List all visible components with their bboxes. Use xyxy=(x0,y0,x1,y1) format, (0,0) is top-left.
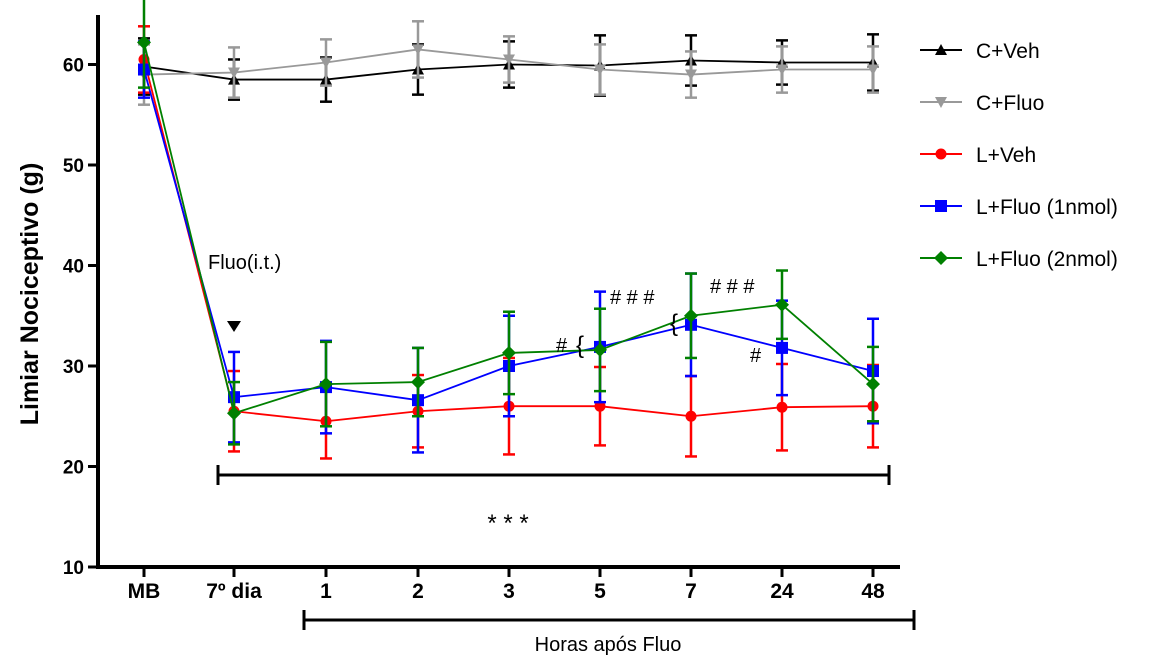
data-point xyxy=(684,308,698,323)
hash-5h-single: # xyxy=(556,335,568,357)
y-axis-label: Limiar Nociceptivo (g) xyxy=(16,163,44,426)
series-l-fluo-2nmol- xyxy=(137,0,880,446)
data-point xyxy=(594,64,606,76)
x-tick-label: 24 xyxy=(770,580,794,603)
x-tick-label: 7 xyxy=(685,580,697,603)
x-axis-label: Horas após Fluo xyxy=(535,634,682,656)
x-tick-label: 1 xyxy=(320,580,332,603)
x-tick-label: 3 xyxy=(503,580,515,603)
data-point xyxy=(320,57,332,69)
data-point xyxy=(685,69,697,81)
data-point xyxy=(502,345,516,360)
x-tick-label: 2 xyxy=(412,580,424,603)
data-point xyxy=(776,64,788,76)
legend-marker xyxy=(935,44,947,55)
x-ticks: MB 7º dia 1 2 3 5 7 24 48 xyxy=(128,567,885,603)
x-tick-label: 48 xyxy=(861,580,885,603)
annotations: Fluo(i.t.) * * * # { # # # # # # { # xyxy=(208,252,916,630)
data-point xyxy=(775,297,789,312)
brace-7h: { xyxy=(670,310,678,337)
data-point xyxy=(867,64,879,76)
x-tick-label: 7º dia xyxy=(206,580,262,603)
legend-label: L+Fluo (2nmol) xyxy=(976,248,1118,271)
data-point xyxy=(685,410,697,422)
legend-label: C+Veh xyxy=(976,40,1040,63)
legend-marker xyxy=(934,251,948,265)
y-tick-label: 10 xyxy=(63,558,84,579)
legend-label: L+Fluo (1nmol) xyxy=(976,196,1118,219)
data-point xyxy=(412,44,424,56)
y-ticks: 10 20 30 40 50 60 xyxy=(63,56,98,579)
y-tick-label: 40 xyxy=(63,257,84,278)
legend-item: L+Veh xyxy=(920,144,1036,167)
arrow-down-icon xyxy=(227,321,241,332)
fluo-label: Fluo(i.t.) xyxy=(208,252,281,274)
hash-24h-single: # xyxy=(750,345,762,367)
hash-7h-triple: # # # xyxy=(710,276,755,298)
legend-label: C+Fluo xyxy=(976,92,1044,115)
data-point xyxy=(227,406,241,421)
data-point xyxy=(319,377,333,392)
legend-marker xyxy=(935,97,947,108)
y-tick-label: 60 xyxy=(63,56,84,77)
hash-5h-triple: # # # xyxy=(610,287,655,309)
y-tick-label: 50 xyxy=(63,156,84,177)
data-point xyxy=(228,67,240,79)
significance-stars: * * * xyxy=(487,510,528,537)
x-tick-label: 5 xyxy=(594,580,606,603)
y-tick-label: 20 xyxy=(63,458,84,479)
legend-item: L+Fluo (2nmol) xyxy=(920,248,1118,271)
data-point xyxy=(137,35,151,50)
x-tick-label: MB xyxy=(128,580,161,603)
data-point xyxy=(594,400,606,412)
legend-marker xyxy=(935,148,947,160)
axes xyxy=(96,15,900,569)
data-point xyxy=(593,342,607,357)
legend: C+Veh C+Fluo L+Veh L+Fluo (1nmol) L+Fluo (2n… xyxy=(920,40,1118,271)
series-c-fluo xyxy=(138,20,879,106)
plot-area xyxy=(137,0,880,460)
legend-item: C+Fluo xyxy=(920,92,1044,115)
data-point xyxy=(866,377,880,392)
data-point xyxy=(776,401,788,413)
y-tick-label: 30 xyxy=(63,357,84,378)
legend-item: C+Veh xyxy=(920,40,1040,63)
data-point xyxy=(776,341,788,354)
legend-marker xyxy=(935,200,947,212)
data-point xyxy=(503,54,515,66)
brace-5h: { xyxy=(576,332,584,359)
legend-item: L+Fluo (1nmol) xyxy=(920,196,1118,219)
data-point xyxy=(411,375,425,390)
legend-label: L+Veh xyxy=(976,144,1036,167)
